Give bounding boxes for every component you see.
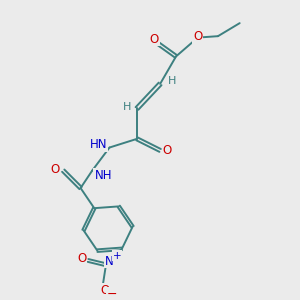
Text: O: O [150, 33, 159, 46]
Text: +: + [112, 250, 121, 260]
Text: O: O [51, 163, 60, 176]
Text: O: O [100, 284, 109, 297]
Text: HN: HN [90, 138, 107, 151]
Text: H: H [123, 102, 131, 112]
Text: N: N [105, 254, 114, 268]
Text: −: − [107, 288, 118, 300]
Text: O: O [163, 144, 172, 157]
Text: O: O [77, 253, 86, 266]
Text: NH: NH [94, 169, 112, 182]
Text: O: O [193, 30, 203, 43]
Text: H: H [168, 76, 176, 86]
